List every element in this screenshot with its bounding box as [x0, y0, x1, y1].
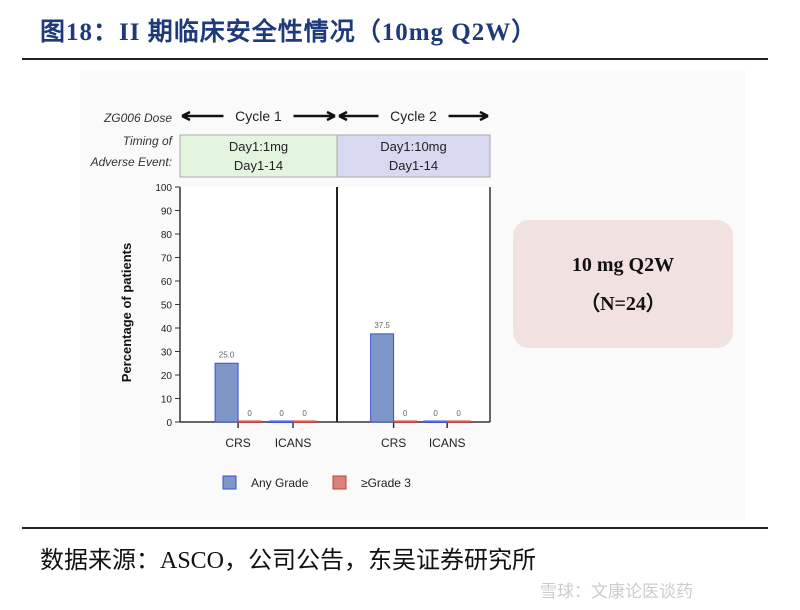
arrow-left-icon: [338, 110, 379, 122]
cycle-days: Day1-14: [234, 158, 283, 173]
y-tick-label: 20: [161, 371, 173, 382]
arrow-right-icon: [293, 110, 336, 122]
bar-any-grade: [423, 420, 448, 423]
y-tick-label: 100: [155, 183, 172, 194]
bar--grade-3: [446, 420, 471, 423]
y-tick-label: 50: [161, 301, 173, 312]
data-label: 0: [302, 409, 307, 418]
y-tick-label: 90: [161, 207, 173, 218]
bar-any-grade: [370, 333, 395, 423]
y-tick-label: 10: [161, 395, 173, 406]
bar-any-grade: [214, 362, 239, 423]
y-tick-label: 40: [161, 324, 173, 335]
source-note: 数据来源：ASCO，公司公告，东吴证券研究所: [40, 548, 537, 574]
y-axis-label: Percentage of patients: [119, 243, 134, 382]
y-tick-label: 30: [161, 348, 173, 359]
summary-box: 10 mg Q2W （N=24）: [513, 220, 733, 348]
figure-title: 图18：II 期临床安全性情况（10mg Q2W）: [40, 19, 538, 46]
data-label: 37.5: [374, 321, 390, 330]
legend-swatch: [332, 475, 347, 490]
cycle-dose: Day1:10mg: [380, 139, 446, 154]
legend-swatch: [222, 475, 237, 490]
bottom-rule: [22, 527, 768, 529]
cycle-box-2: [336, 134, 491, 178]
data-label: 25.0: [219, 350, 235, 359]
x-tick-label: CRS: [225, 436, 250, 450]
y-tick-label: 60: [161, 277, 173, 288]
cycle-label: Cycle 1: [235, 108, 282, 124]
x-tick-label: CRS: [381, 436, 406, 450]
bar-any-grade: [269, 420, 294, 423]
summary-n: （N=24）: [580, 293, 666, 315]
bar--grade-3: [393, 420, 418, 423]
bar--grade-3: [292, 420, 317, 423]
cycle-dose: Day1:1mg: [229, 139, 288, 154]
y-tick-label: 0: [166, 418, 172, 429]
data-label: 0: [247, 409, 252, 418]
data-label: 0: [403, 409, 408, 418]
dose-label: ZG006 Dose: [103, 111, 172, 125]
cycle-label: Cycle 2: [390, 108, 437, 124]
summary-dose: 10 mg Q2W: [571, 254, 675, 276]
y-tick-label: 70: [161, 254, 173, 265]
x-tick-label: ICANS: [429, 436, 466, 450]
arrow-right-icon: [448, 110, 489, 122]
data-label: 0: [279, 409, 284, 418]
timing-label: Adverse Event:: [90, 155, 172, 169]
data-label: 0: [456, 409, 461, 418]
timing-label: Timing of: [123, 134, 174, 148]
cycle-box-1: [179, 134, 338, 178]
legend-label: ≥Grade 3: [361, 476, 411, 490]
x-tick-label: ICANS: [275, 436, 312, 450]
top-rule: [22, 58, 768, 60]
data-label: 0: [433, 409, 438, 418]
arrow-left-icon: [181, 110, 224, 122]
bar--grade-3: [237, 420, 262, 423]
cycle-days: Day1-14: [389, 158, 438, 173]
watermark: 雪球：文康论医谈药: [540, 582, 693, 602]
legend-label: Any Grade: [251, 476, 309, 490]
y-tick-label: 80: [161, 230, 173, 241]
